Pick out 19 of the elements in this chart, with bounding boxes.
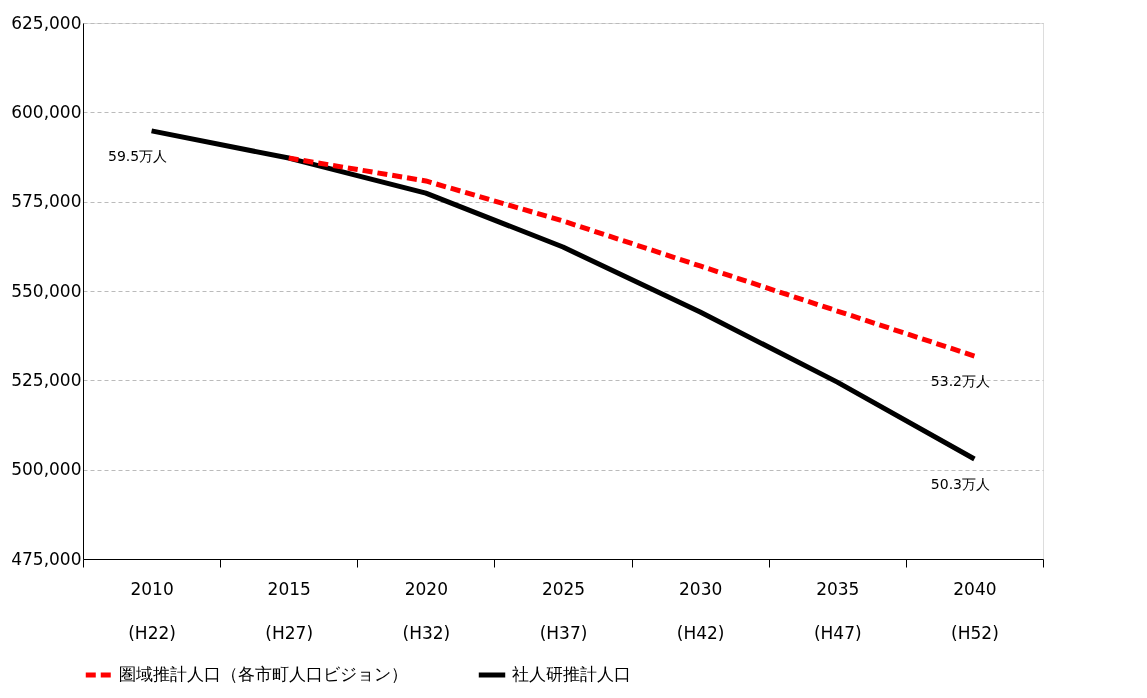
y-tick-label: 600,000	[11, 101, 82, 122]
category-label: 2025 (H37)	[539, 578, 588, 643]
y-tick-label: 575,000	[11, 191, 82, 212]
y-tick-label: 550,000	[11, 280, 82, 301]
category-label: 2035 (H47)	[813, 578, 862, 643]
category-label: 2015 (H27)	[265, 578, 314, 643]
y-tick-label: 475,000	[11, 548, 82, 569]
y-tick-label: 500,000	[11, 459, 82, 480]
legend-label: 圏域推計人口（各市町人口ビジョン）	[119, 664, 408, 684]
category-label: 2030 (H42)	[676, 578, 725, 643]
y-tick-label: 625,000	[11, 12, 82, 33]
y-tick-label: 525,000	[11, 369, 82, 390]
annotation: 59.5万人	[107, 147, 168, 164]
category-label: 2010 (H22)	[128, 578, 176, 643]
category-label: 2040 (H52)	[951, 578, 999, 643]
annotation: 50.3万人	[930, 475, 991, 492]
annotation: 53.2万人	[930, 373, 991, 390]
category-label: 2020 (H32)	[402, 578, 451, 643]
legend-label: 社人研推計人口	[512, 664, 631, 684]
